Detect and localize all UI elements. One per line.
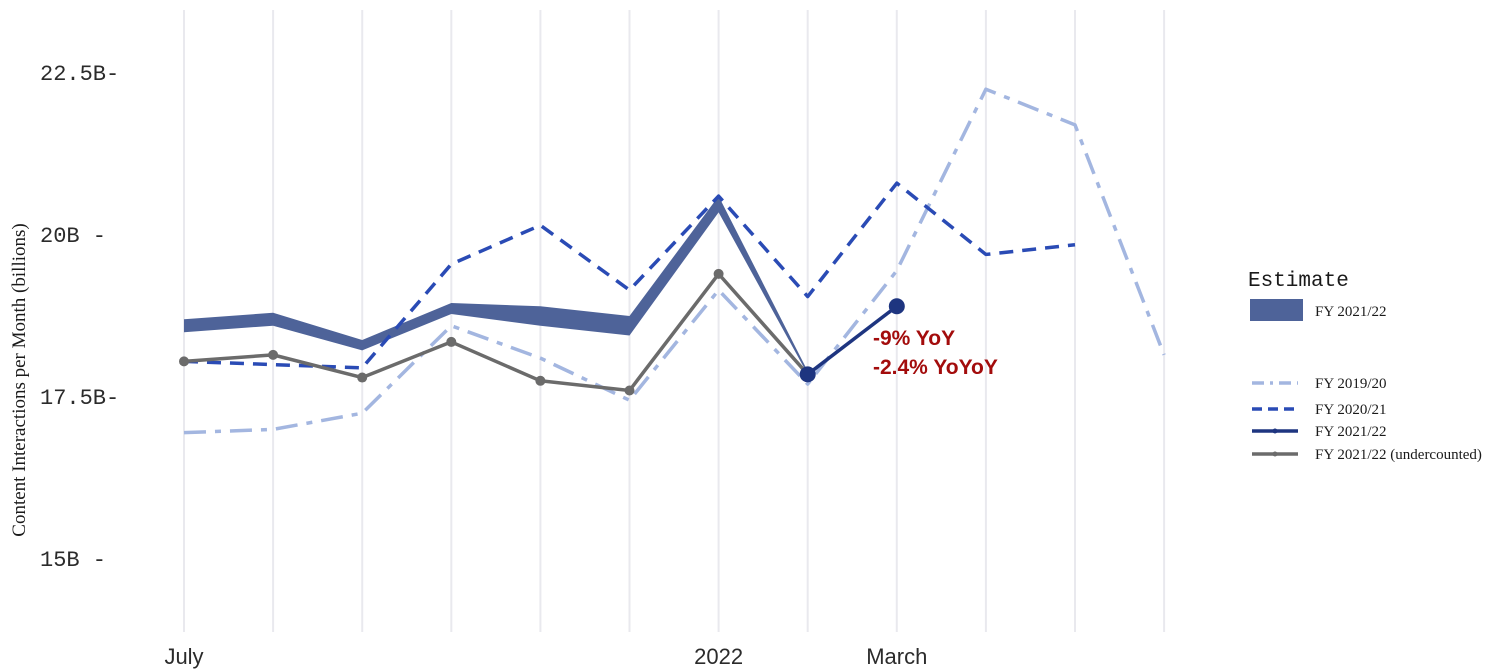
series-lines (179, 87, 1166, 435)
series-line-fy-2019-20 (183, 87, 1166, 435)
legend-label-fy2122: FY 2021/22 (1315, 424, 1387, 440)
y-axis-ticks: 15B - 17.5B- 20B - 22.5B- (40, 62, 119, 573)
point-fy-2021-22 (888, 298, 905, 315)
y-tick-label: 20B - (40, 224, 106, 249)
legend: Estimate FY 2021/22 FY 2019/20 FY 2020/2… (1248, 270, 1482, 463)
x-tick-label: July (164, 644, 203, 669)
series-line-fy-2021-22 (806, 304, 898, 376)
point-fy-2021-22-undercounted (535, 375, 546, 386)
legend-marker-fy2122 (1272, 428, 1278, 434)
point-fy-2021-22-undercounted (446, 336, 457, 347)
x-tick-label: March (866, 644, 927, 669)
series-line-fy-2020-21 (183, 181, 1076, 370)
band-fy2122 (184, 196, 808, 375)
x-tick-label: 2022 (694, 644, 743, 669)
point-fy-2021-22-undercounted (713, 268, 724, 279)
estimate-band (184, 196, 808, 375)
point-fy-2021-22-undercounted (624, 385, 635, 396)
y-axis-label: Content Interactions per Month (billions… (9, 223, 30, 536)
annotation-yoyoy: -2.4% YoYoY (873, 356, 998, 379)
legend-band-label: FY 2021/22 (1315, 304, 1387, 320)
legend-marker-fy2122-undercounted (1272, 451, 1278, 457)
point-fy-2021-22-undercounted (357, 372, 368, 383)
legend-label-fy1920: FY 2019/20 (1315, 376, 1387, 392)
yoy-annotations: -9% YoY -2.4% YoYoY (873, 327, 998, 379)
y-tick-label: 22.5B- (40, 62, 119, 87)
legend-label-fy2021: FY 2020/21 (1315, 402, 1387, 418)
point-fy-2021-22-undercounted (268, 349, 279, 360)
annotation-yoy: -9% YoY (873, 327, 955, 350)
x-axis-ticks: July 2022 March (164, 644, 927, 669)
point-fy-2021-22-undercounted (179, 356, 189, 367)
point-fy-2021-22 (799, 366, 816, 383)
y-tick-label: 15B - (40, 548, 106, 573)
y-tick-label: 17.5B- (40, 386, 119, 411)
series-line-fy-2021-22-undercounted (183, 272, 810, 393)
vertical-gridlines (183, 10, 1166, 632)
legend-title: Estimate (1248, 270, 1349, 293)
legend-swatch-band (1250, 299, 1303, 321)
legend-label-fy2122-undercounted: FY 2021/22 (undercounted) (1315, 447, 1482, 463)
